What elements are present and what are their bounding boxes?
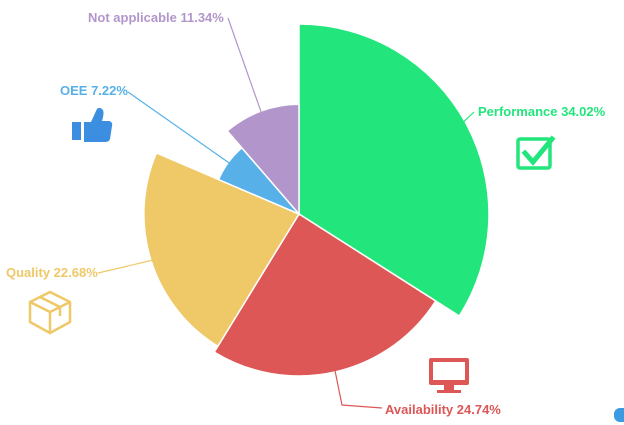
check-square-icon bbox=[516, 135, 556, 170]
slice-label-quality: Quality 22.68% bbox=[6, 265, 98, 280]
thumbs-up-icon bbox=[72, 107, 113, 142]
pie-slice-performance[interactable] bbox=[298, 23, 490, 318]
leader-line-quality bbox=[97, 258, 158, 274]
leader-line-performance bbox=[458, 111, 475, 127]
corner-tab-icon[interactable] bbox=[614, 408, 624, 422]
leader-line-availability bbox=[333, 365, 383, 409]
leader-line-oee bbox=[127, 91, 232, 165]
slice-label-oee: OEE 7.22% bbox=[60, 83, 128, 98]
slice-label-availability: Availability 24.74% bbox=[385, 402, 501, 417]
slice-label-not-applicable: Not applicable 11.34% bbox=[88, 10, 224, 25]
slice-label-performance: Performance 34.02% bbox=[478, 104, 606, 119]
monitor-icon bbox=[429, 358, 469, 393]
box-icon bbox=[28, 290, 72, 335]
leader-line-not-applicable bbox=[227, 17, 263, 116]
